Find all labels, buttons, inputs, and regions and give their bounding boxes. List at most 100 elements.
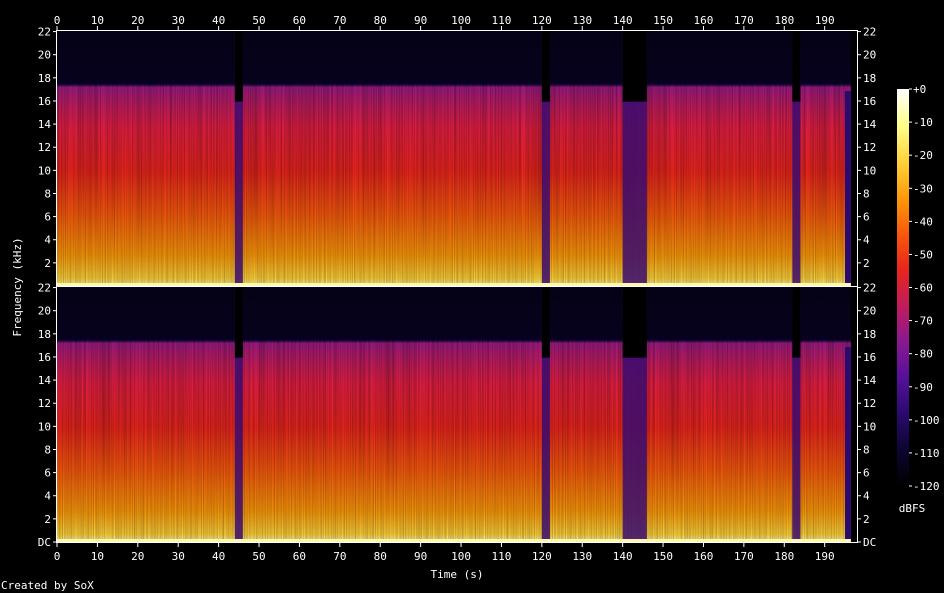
track-fade <box>844 91 851 286</box>
colorbar-tick-label: -120 <box>913 480 940 493</box>
y-tick-label: 18 <box>38 72 51 85</box>
colorbar-tick-label: -80 <box>913 348 933 361</box>
x-tick-label: 30 <box>172 550 185 563</box>
x-tick-label: 160 <box>694 14 714 27</box>
x-tick-label: 40 <box>212 550 225 563</box>
y-tick-label: 14 <box>863 118 877 131</box>
colorbar-tick-label: -30 <box>913 182 933 195</box>
y-tick-label: 4 <box>863 234 870 247</box>
x-tick-label: 70 <box>333 14 346 27</box>
quiet-section-top-1 <box>234 287 243 358</box>
track-tail <box>850 287 857 542</box>
quiet-section-1 <box>234 287 243 542</box>
y-tick-label: 8 <box>44 443 51 456</box>
colorbar-tick-label: -40 <box>913 215 933 228</box>
colorbar-tick-label: -100 <box>913 414 940 427</box>
quiet-section-top-4 <box>792 287 801 358</box>
y-tick-label: 20 <box>38 305 51 318</box>
x-tick-label: 100 <box>451 550 471 563</box>
channel-1-panel <box>56 30 858 287</box>
above-cutoff-band <box>57 31 851 84</box>
x-tick-label: 80 <box>374 550 387 563</box>
low-frequency-band <box>57 283 851 286</box>
quiet-section-1 <box>234 31 243 286</box>
y-tick-label: 14 <box>863 374 877 387</box>
colorbar: +0 -10 -20 -30 -40 -50 -60 -70 -80 -90 -100 -110 -12… <box>897 83 940 515</box>
x-tick-label: 150 <box>653 550 673 563</box>
y-tick-label: 2 <box>863 513 870 526</box>
x-tick-label: 0 <box>54 14 61 27</box>
track-tail <box>850 31 857 286</box>
low-frequency-band <box>57 539 851 542</box>
y-tick-label: 22 <box>38 282 51 295</box>
y-tick-label: 6 <box>44 467 51 480</box>
colorbar-tick-label: -10 <box>913 116 933 129</box>
colorbar-tick-label: -50 <box>913 248 933 261</box>
y-tick-label: 4 <box>863 490 870 503</box>
y-tick-label: 6 <box>863 467 870 480</box>
x-tick-label: 120 <box>532 14 552 27</box>
colorbar-tick-label: -90 <box>913 381 933 394</box>
y-tick-label: 2 <box>44 257 51 270</box>
y-tick-label: 14 <box>38 374 52 387</box>
x-tick-label: 60 <box>293 550 306 563</box>
y-tick-label: 12 <box>863 397 876 410</box>
x-tick-label: 20 <box>131 14 144 27</box>
x-tick-label: 140 <box>613 14 633 27</box>
colorbar-tick-label: -70 <box>913 315 933 328</box>
x-tick-label: 130 <box>572 550 592 563</box>
x-tick-label: 140 <box>613 550 633 563</box>
y-tick-label: DC <box>38 536 51 549</box>
x-tick-label: 0 <box>54 550 61 563</box>
x-axis-label: Time (s) <box>431 568 484 581</box>
y-tick-label: 10 <box>863 420 876 433</box>
y-tick-label: 12 <box>38 141 51 154</box>
quiet-section-top-2 <box>541 287 550 358</box>
x-tick-label: 20 <box>131 550 144 563</box>
x-tick-label: 50 <box>252 14 265 27</box>
y-tick-label: 16 <box>38 351 51 364</box>
y-tick-label: 22 <box>863 26 876 39</box>
y-tick-label: 8 <box>44 187 51 200</box>
x-tick-label: 40 <box>212 14 225 27</box>
y-tick-label: 10 <box>38 420 51 433</box>
colorbar-gradient <box>897 89 909 486</box>
quiet-section-top-1 <box>234 31 243 102</box>
quiet-section-4 <box>792 31 801 286</box>
y-tick-label: 18 <box>863 328 876 341</box>
quiet-section-top-3 <box>622 31 647 102</box>
x-tick-label: 190 <box>815 550 835 563</box>
y-tick-label: 2 <box>863 257 870 270</box>
colorbar-label: dBFS <box>899 502 926 515</box>
x-tick-label: 170 <box>734 550 754 563</box>
y-tick-label: 2 <box>44 513 51 526</box>
quiet-section-top-3 <box>622 287 647 358</box>
y-tick-label: 16 <box>863 351 876 364</box>
quiet-section-top-4 <box>792 31 801 102</box>
y-tick-label: 20 <box>38 49 51 62</box>
x-tick-label: 100 <box>451 14 471 27</box>
footer-credit: Created by SoX <box>1 579 94 592</box>
y-tick-label: DC <box>863 536 876 549</box>
y-tick-label: 12 <box>38 397 51 410</box>
x-tick-label: 180 <box>774 550 794 563</box>
y-tick-label: 16 <box>38 95 51 108</box>
quiet-section-top-2 <box>541 31 550 102</box>
x-tick-label: 160 <box>694 550 714 563</box>
y-tick-label: 22 <box>38 26 51 39</box>
colorbar-tick-label: -110 <box>913 447 940 460</box>
y-tick-label: 18 <box>38 328 51 341</box>
x-tick-label: 70 <box>333 550 346 563</box>
panel-frame <box>56 286 858 543</box>
y-tick-label: 8 <box>863 187 870 200</box>
quiet-section-4 <box>792 287 801 542</box>
y-axis-label: Frequency (kHz) <box>11 237 24 336</box>
y-tick-label: 10 <box>863 164 876 177</box>
y-tick-label: 4 <box>44 490 51 503</box>
y-tick-label: 20 <box>863 49 876 62</box>
y-tick-label: 6 <box>44 211 51 224</box>
y-tick-label: 16 <box>863 95 876 108</box>
x-tick-label: 170 <box>734 14 754 27</box>
x-tick-label: 190 <box>815 14 835 27</box>
